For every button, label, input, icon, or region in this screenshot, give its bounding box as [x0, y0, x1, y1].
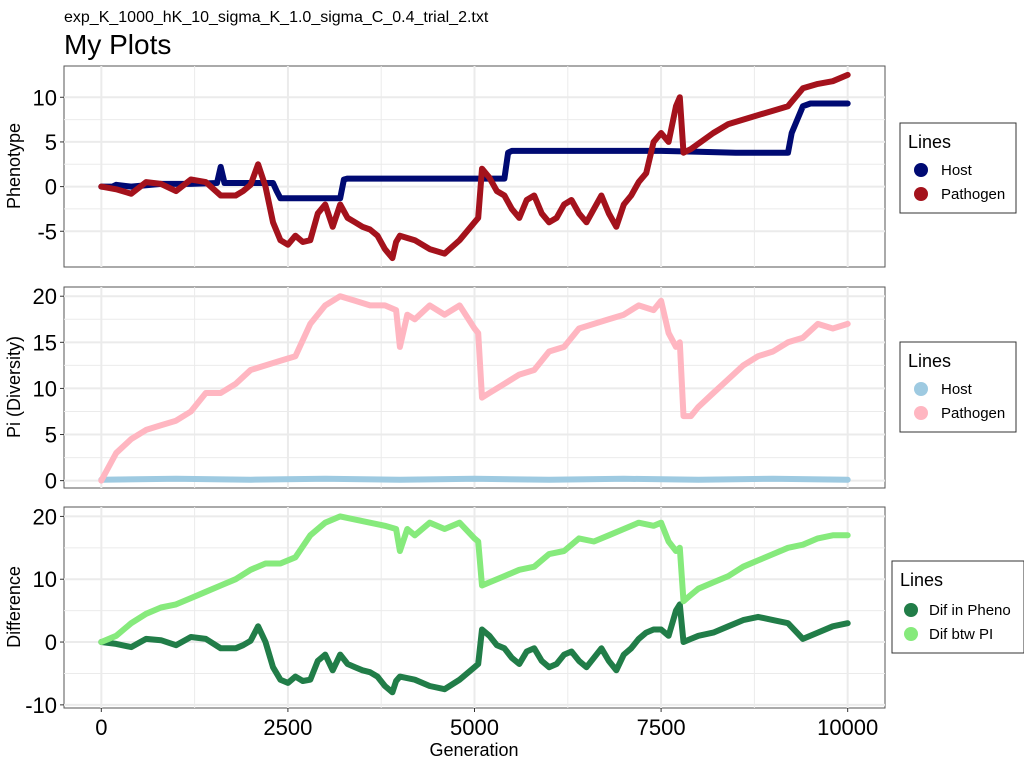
y-tick-label: 10: [33, 567, 57, 592]
series-line-pathogen: [98, 293, 851, 484]
x-tick-label: 5000: [450, 715, 499, 740]
legend-label-host: Host: [941, 381, 973, 398]
legend-label-pathogen: Pathogen: [941, 186, 1005, 203]
y-tick-label: 0: [45, 469, 57, 494]
series-line-host: [98, 475, 851, 483]
legend-title: Lines: [900, 570, 943, 590]
y-tick-label: 5: [45, 423, 57, 448]
x-axis-label: Generation: [429, 740, 518, 760]
legend-swatch-dif-btw-pi: [904, 627, 918, 641]
legend-label-dif-in-pheno: Dif in Pheno: [929, 602, 1011, 619]
difference-legend: Lines Dif in Pheno Dif btw PI: [891, 560, 1024, 654]
legend-title: Lines: [908, 351, 951, 371]
diversity-legend: Lines Host Pathogen: [899, 341, 1017, 433]
series-line-host: [98, 100, 851, 202]
y-tick-label: 10: [33, 376, 57, 401]
y-tick-label: -5: [37, 219, 57, 244]
y-tick-label: 0: [45, 630, 57, 655]
legend-swatch-pathogen: [914, 406, 928, 420]
y-tick-label: -10: [25, 693, 57, 718]
legend-swatch-host: [914, 163, 928, 177]
diversity-y-axis-label: Pi (Diversity): [4, 336, 24, 438]
phenotype-y-axis-label: Phenotype: [4, 123, 24, 209]
series-line-dif-btw-pi: [98, 513, 851, 645]
phenotype-panel: -5 0 5 10 Phenotype Lines Host Pathogen: [4, 65, 1017, 268]
difference-y-axis-label: Difference: [4, 566, 24, 648]
legend-label-pathogen: Pathogen: [941, 405, 1005, 422]
y-tick-label: 5: [45, 130, 57, 155]
y-tick-label: 0: [45, 175, 57, 200]
legend-label-host: Host: [941, 162, 973, 179]
series-line-pathogen: [98, 71, 851, 262]
x-tick-label: 0: [95, 715, 107, 740]
y-tick-label: 15: [33, 330, 57, 355]
figure-subtitle: exp_K_1000_hK_10_sigma_K_1.0_sigma_C_0.4…: [64, 9, 489, 26]
legend-swatch-dif-in-pheno: [904, 603, 918, 617]
x-tick-label: 10000: [817, 715, 878, 740]
x-tick-label: 2500: [263, 715, 312, 740]
y-tick-label: 20: [33, 504, 57, 529]
y-tick-label: 20: [33, 284, 57, 309]
series-line-dif-in-pheno: [98, 601, 851, 696]
difference-panel: -10 0 10 20 0 2500 5000 7500 10000 Difference G…: [4, 504, 1024, 760]
figure-title: My Plots: [64, 29, 171, 60]
legend-swatch-pathogen: [914, 187, 928, 201]
phenotype-legend: Lines Host Pathogen: [899, 122, 1017, 214]
y-tick-label: 10: [33, 85, 57, 110]
x-tick-label: 7500: [637, 715, 686, 740]
legend-label-dif-btw-pi: Dif btw PI: [929, 626, 993, 643]
diversity-panel: 0 5 10 15 20 Pi (Diversity) Lines Host Patho…: [4, 284, 1017, 494]
legend-swatch-host: [914, 382, 928, 396]
legend-title: Lines: [908, 132, 951, 152]
